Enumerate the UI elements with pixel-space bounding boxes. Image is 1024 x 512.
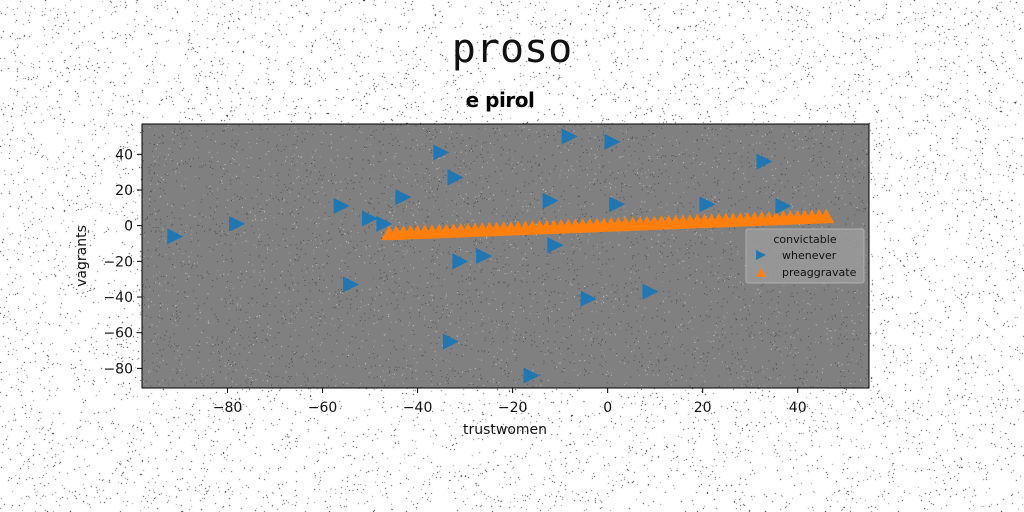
whenever-marker [775,198,792,215]
legend-marker-preaggravate [756,268,766,277]
legend-label-whenever: whenever [782,249,837,262]
y-tick-label: −80 [103,361,133,377]
y-axis-label: vagrants [74,225,90,287]
whenever-marker [376,215,393,232]
whenever-marker [699,196,716,213]
x-tick-label: 20 [694,400,712,416]
whenever-marker [229,215,246,232]
x-tick-label: 0 [603,400,612,416]
x-tick-label: −60 [308,400,338,416]
whenever-marker [452,253,469,270]
x-axis: −80 −60 −40 −20 0 20 40 [213,388,807,416]
whenever-marker [333,198,350,215]
whenever-marker [167,228,184,245]
whenever-marker [604,133,621,150]
y-axis: 40 20 0 −20 −40 −60 −80 [103,147,142,377]
plot-frame [141,123,870,389]
preaggravate-marker [818,208,835,224]
x-tick-label: 40 [789,400,807,416]
y-tick-label: 0 [124,219,133,235]
legend-box [745,228,865,284]
whenever-marker [756,153,773,170]
whenever-marker [542,192,559,209]
whenever-marker [442,333,459,350]
legend-marker-whenever [756,250,766,260]
chart-title: e pirol [465,88,535,112]
legend-title: convictable [773,233,836,246]
whenever-marker [476,248,493,264]
whenever-marker [343,276,360,293]
y-tick-label: −40 [103,290,133,306]
y-tick-label: −20 [103,254,133,270]
figure-suptitle: proso [451,26,573,72]
whenever-marker [561,128,578,145]
x-axis-label: trustwomen [463,422,547,438]
whenever-marker [523,367,540,384]
x-tick-label: −20 [498,400,528,416]
whenever-marker [547,237,564,254]
whenever-marker [362,210,379,227]
whenever-marker [580,290,597,307]
whenever-marker [447,169,464,186]
y-tick-label: 40 [115,147,133,163]
whenever-marker [609,196,626,213]
y-tick-label: −60 [103,326,133,342]
x-tick-label: −80 [213,400,243,416]
y-tick-label: 20 [115,183,133,199]
whenever-marker [395,189,412,206]
legend-label-preaggravate: preaggravate [782,266,857,279]
whenever-marker [433,144,450,161]
series-layer [167,128,835,384]
legend: convictable whenever preaggravate [745,228,865,284]
whenever-marker [642,283,659,300]
x-tick-label: −40 [403,400,433,416]
